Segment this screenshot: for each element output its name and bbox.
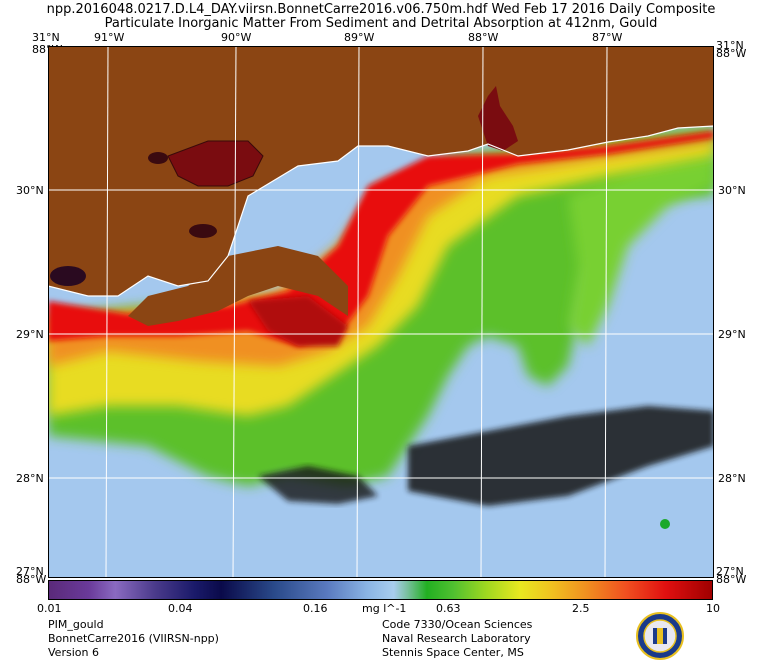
lake-small-west [189,224,217,238]
lat-label-29n-left: 29°N [16,328,44,341]
plume-east-lobe [568,156,714,346]
title-line-1: npp.2016048.0217.D.L4_DAY.viirsn.BonnetC… [46,2,716,17]
mobile-bay [478,86,518,151]
lake-pontchartrain [167,140,264,187]
navy-seal-icon [636,612,684,660]
org-location: Stennis Space Center, MS [382,646,524,659]
colorbar-tick-3: 0.63 [436,602,461,615]
product-name: PIM_gould [48,618,104,631]
lon-label-91w: 91°W [94,31,125,44]
colorbar-unit: mg l^-1 [362,602,407,615]
dataset-name: BonnetCarre2016 (VIIRSN-npp) [48,632,219,645]
land-delta-lobe [128,246,348,326]
corner-lon-top-right: 88°W [716,47,747,60]
colorbar-tick-2: 0.16 [303,602,328,615]
nodata-band-west [258,466,378,504]
corner-lat-bottom-left: 27°N [16,565,44,578]
corner-lat-bottom-right: 27°N [716,565,744,578]
colorbar-tick-5: 10 [706,602,720,615]
org-name: Naval Research Laboratory [382,632,531,645]
satellite-map [48,46,714,578]
lat-label-29n-right: 29°N [718,328,746,341]
eddy-dot [660,519,670,529]
footer-left: PIM_gould BonnetCarre2016 (VIIRSN-npp) V… [48,618,219,660]
corner-lat-top-right: 31°N [716,39,744,52]
corner-lat-top-left: 31°N [32,31,60,44]
lake-maurepas [148,152,168,164]
version-text: Version 6 [48,646,99,659]
colorbar-tick-0: 0.01 [37,602,62,615]
footer-right: Code 7330/Ocean Sciences Naval Research … [382,618,532,660]
lat-label-28n-left: 28°N [16,472,44,485]
lon-label-90w: 90°W [221,31,252,44]
graticule [48,46,714,578]
lon-label-88w: 88°W [468,31,499,44]
coastline [48,125,714,297]
lat-label-30n-right: 30°N [718,184,746,197]
corner-lon-bottom-right: 88°W [716,573,747,586]
lon-label-87w: 87°W [592,31,623,44]
colorbar-tick-1: 0.04 [168,602,193,615]
lat-label-28n-right: 28°N [718,472,746,485]
red-nearshore [48,131,714,346]
lon-label-89w: 89°W [344,31,375,44]
lake-lafourche [50,266,86,286]
colorbar-tick-4: 2.5 [572,602,590,615]
corner-lon-bottom-left: 88°W [16,573,47,586]
org-code: Code 7330/Ocean Sciences [382,618,533,631]
title-line-2: Particulate Inorganic Matter From Sedime… [104,16,658,31]
nodata-band-east [408,406,714,506]
lat-label-30n-left: 30°N [16,184,44,197]
colorbar [48,580,713,600]
